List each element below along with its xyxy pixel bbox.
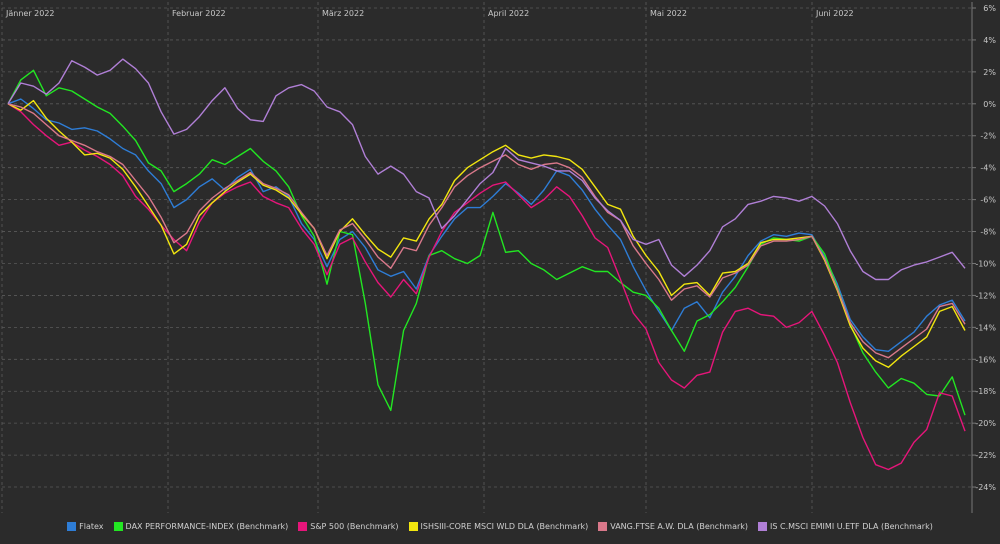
- y-tick-label: 0%: [983, 100, 996, 109]
- legend-item[interactable]: DAX PERFORMANCE-INDEX (Benchmark): [113, 522, 289, 531]
- series-line-3: [7, 99, 966, 368]
- y-tick-label: -16%: [975, 355, 996, 364]
- series-line-4: [7, 103, 966, 359]
- month-label: Jänner 2022: [5, 9, 55, 18]
- legend-swatch: [408, 522, 418, 531]
- y-tick-label: -24%: [975, 483, 996, 492]
- legend-label: Flatex: [79, 522, 104, 531]
- legend-item[interactable]: ISHSIII-CORE MSCI WLD DLA (Benchmark): [408, 522, 589, 531]
- legend-swatch: [298, 522, 308, 531]
- y-tick-label: 2%: [983, 68, 996, 77]
- series-line-5: [7, 58, 966, 281]
- legend-item[interactable]: S&P 500 (Benchmark): [298, 522, 399, 531]
- legend-item[interactable]: Flatex: [67, 522, 104, 531]
- y-tick-label: -12%: [975, 291, 996, 300]
- legend-label: DAX PERFORMANCE-INDEX (Benchmark): [125, 522, 289, 531]
- y-tick-label: -10%: [975, 259, 996, 268]
- month-label: April 2022: [488, 9, 529, 18]
- series-line-2: [7, 103, 966, 471]
- y-tick-label: 4%: [983, 36, 996, 45]
- y-tick-label: -4%: [980, 164, 996, 173]
- legend-swatch: [598, 522, 608, 531]
- y-tick-label: -20%: [975, 419, 996, 428]
- legend-label: ISHSIII-CORE MSCI WLD DLA (Benchmark): [420, 522, 589, 531]
- y-tick-label: -14%: [975, 323, 996, 332]
- legend-swatch: [67, 522, 77, 531]
- legend-item[interactable]: VANG.FTSE A.W. DLA (Benchmark): [598, 522, 748, 531]
- y-tick-label: -2%: [980, 132, 996, 141]
- legend-label: VANG.FTSE A.W. DLA (Benchmark): [610, 522, 749, 531]
- series-line-1: [7, 69, 966, 416]
- month-label: März 2022: [322, 9, 364, 18]
- legend: Flatex DAX PERFORMANCE-INDEX (Benchmark) S…: [0, 522, 1000, 531]
- grid: [1, 2, 972, 513]
- y-tick-label: -18%: [975, 387, 996, 396]
- y-tick-label: -6%: [980, 196, 996, 205]
- month-labels: Jänner 2022 Februar 2022 März 2022 April 20…: [5, 9, 854, 18]
- legend-item[interactable]: IS C.MSCI EMIMI U.ETF DLA (Benchmark): [758, 522, 933, 531]
- legend-swatch: [113, 522, 123, 531]
- y-tick-label: -8%: [980, 228, 996, 237]
- series-lines: [7, 58, 966, 471]
- legend-swatch: [758, 522, 768, 531]
- y-axis: 6% 4% 2% 0% -2% -4% -6% -8% -10% -12% -14% -16% -18%…: [971, 2, 996, 513]
- month-label: Februar 2022: [172, 9, 226, 18]
- legend-label: IS C.MSCI EMIMI U.ETF DLA (Benchmark): [770, 522, 933, 531]
- month-label: Juni 2022: [815, 9, 854, 18]
- y-tick-label: -22%: [975, 451, 996, 460]
- y-tick-label: 6%: [983, 4, 996, 13]
- legend-label: S&P 500 (Benchmark): [310, 522, 399, 531]
- month-label: Mai 2022: [650, 9, 687, 18]
- series-line-0: [7, 98, 966, 352]
